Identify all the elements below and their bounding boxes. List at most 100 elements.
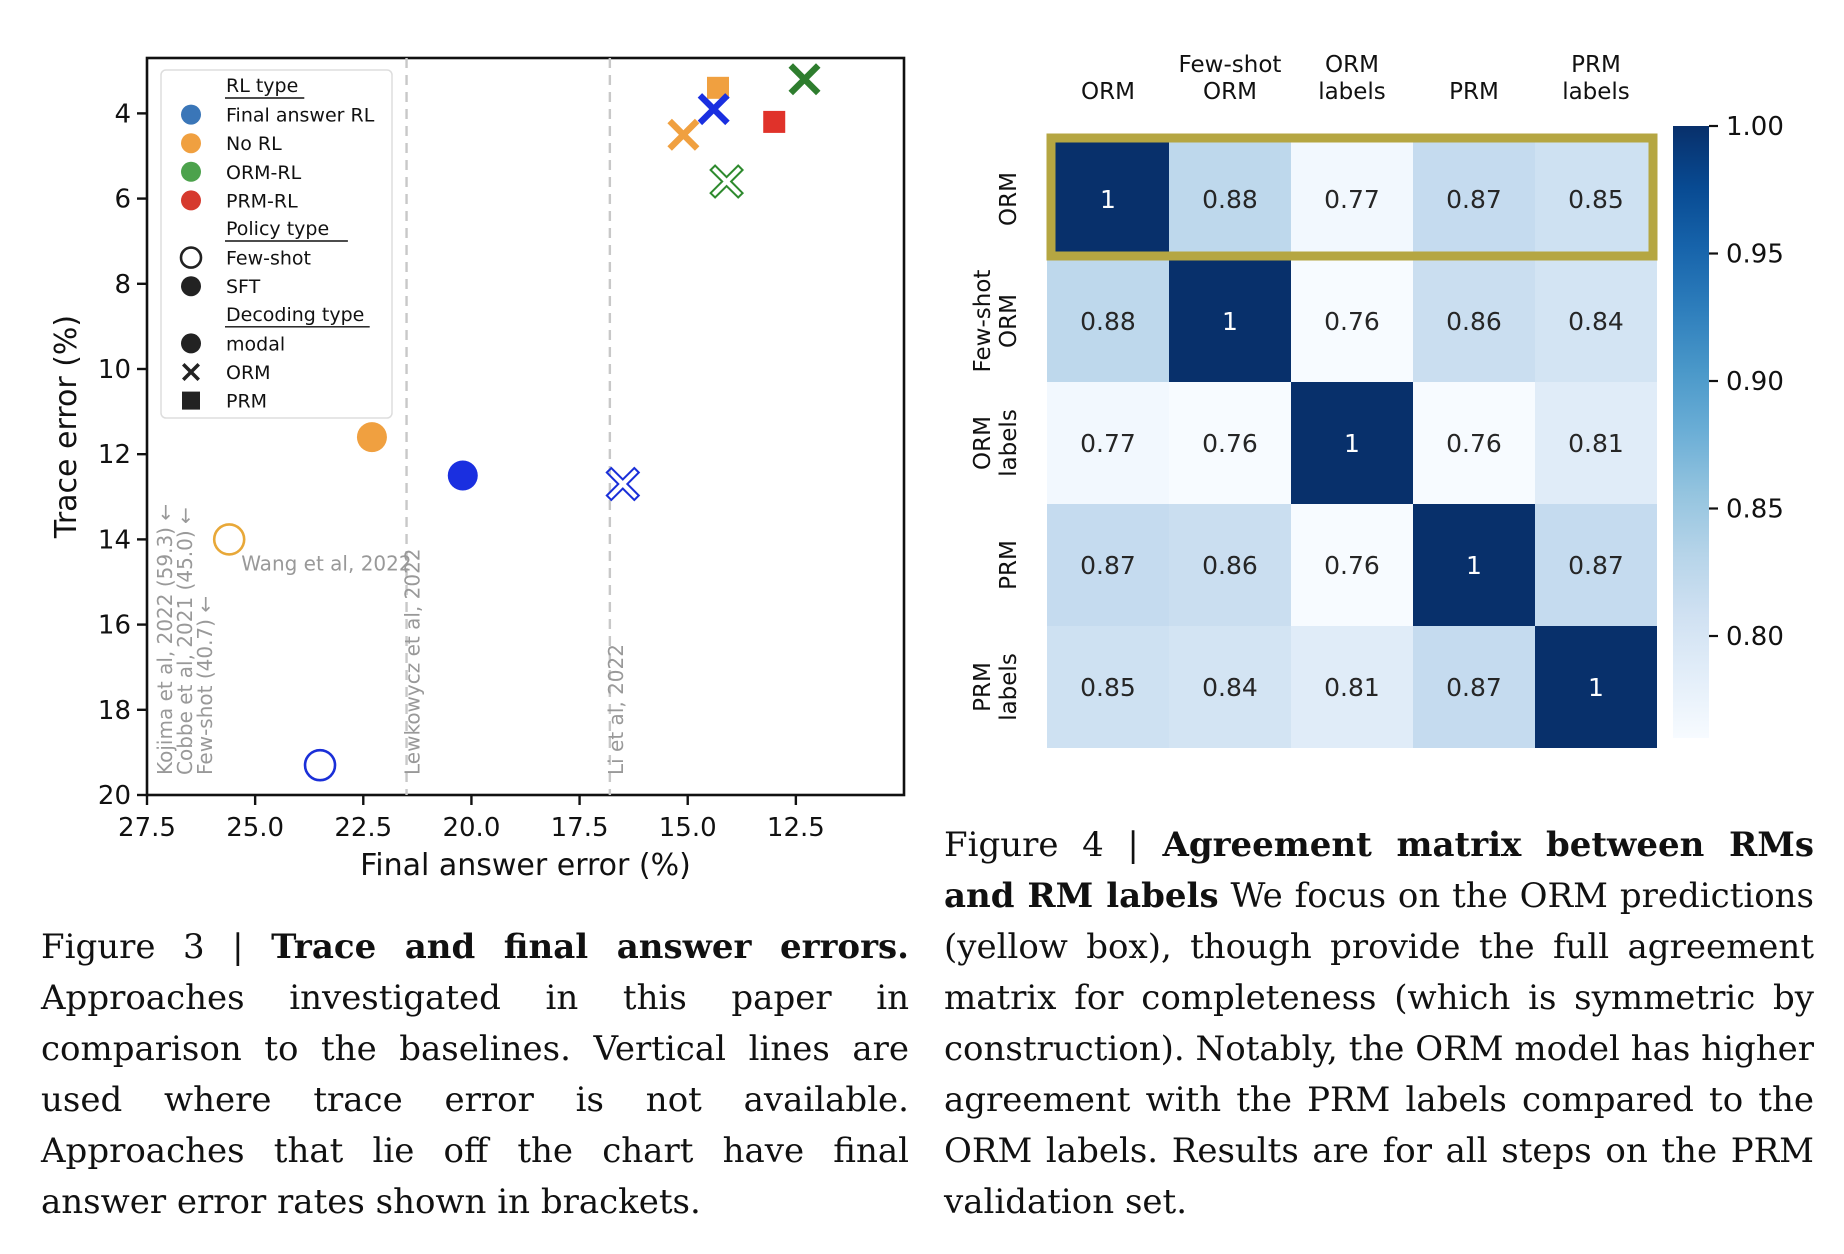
heatmap-cell-2-1 [1169,382,1291,504]
row-label-2-0: ORM [970,416,996,470]
colorbar-tick-label-3: 0.85 [1726,495,1784,525]
heatmap-cell-2-4 [1535,382,1657,504]
plot-frame [145,56,906,797]
figure-3-caption-title: Trace and final answer errors. [271,927,909,967]
y-tick-label-0: 4 [114,99,131,129]
legend-marker-0-2 [181,161,201,182]
y-tick-label-2: 8 [114,270,131,300]
data-point-7 [667,118,700,151]
y-tick-label-4: 12 [98,440,131,470]
heatmap-value-4-4: 1 [1588,673,1604,702]
figure-3-caption-prefix: Figure 3 | [41,927,272,967]
row-label-1-1: ORM [996,294,1022,348]
figure-3-scatter-chart: Lewkowycz et al, 2022 Li et al, 2022 Kojim… [49,56,906,883]
column-label-2-1: labels [1318,79,1386,105]
heatmap-cell-2-2 [1291,382,1413,504]
heatmap-cell-3-0 [1047,504,1169,626]
row-label-1-0: Few-shot [970,270,996,373]
heatmap-value-3-1: 0.86 [1202,551,1258,580]
heatmap-cell-0-4 [1535,138,1657,260]
point-label: Wang et al, 2022 [241,551,411,575]
column-label-3-0: PRM [1449,79,1499,105]
heatmap-cell-1-0 [1047,260,1169,382]
heatmap-value-3-4: 0.87 [1568,551,1624,580]
offchart-label-0: Kojima et al, 2022 (59.3) ← [153,504,177,775]
legend-marker-1-0 [179,246,203,269]
heatmap-cell-3-1 [1169,504,1291,626]
heatmap-cell-4-2 [1291,626,1413,748]
x-axis-label: Final answer error (%) [360,848,691,883]
x-tick-label-6: 12.5 [767,813,825,843]
row-label-0-0: ORM [996,172,1022,226]
data-point-6 [706,76,729,99]
heatmap-cell-1-2 [1291,260,1413,382]
x-tick-label-3: 20.0 [442,813,500,843]
y-axis-label: Trace error (%) [49,315,84,539]
heatmap-value-4-2: 0.81 [1324,673,1380,702]
row-label-2-1: labels [996,409,1022,477]
heatmap-value-2-3: 0.76 [1446,429,1502,458]
heatmap-cell-3-4 [1535,504,1657,626]
data-point-0 [356,422,387,453]
heatmap-value-2-2: 1 [1344,429,1360,458]
heatmap-cell-1-1 [1169,260,1291,382]
heatmap-value-4-0: 0.85 [1080,673,1136,702]
heatmap-cell-3-2 [1291,504,1413,626]
legend-marker-2-1 [182,363,200,381]
heatmap-cell-4-3 [1413,626,1535,748]
column-label-4-0: PRM [1571,52,1621,78]
row-label-4-0: PRM [970,662,996,712]
vline-label-1: Li et al, 2022 [604,644,628,775]
heatmap-value-3-3: 1 [1466,551,1482,580]
column-label-2-0: ORM [1325,52,1379,78]
heatmap-cell-0-1 [1169,138,1291,260]
column-label-1-0: Few-shot [1179,52,1282,78]
x-tick-label-2: 22.5 [334,813,392,843]
orm-highlight-box [1046,133,1658,261]
legend-marker-0-3 [181,190,201,211]
heatmap-value-2-4: 0.81 [1568,429,1624,458]
legend-item-label-0-3: PRM-RL [226,190,298,212]
heatmap-value-0-4: 0.85 [1568,185,1624,214]
legend-box [160,69,393,419]
legend-item-label-0-0: Final answer RL [226,105,375,127]
legend-section-title-1: Policy type [226,218,329,240]
colorbar-tick-label-0: 1.00 [1726,112,1784,142]
x-tick-label-0: 27.5 [118,813,176,843]
data-point-10 [763,110,786,133]
heatmap-value-1-1: 1 [1222,307,1238,336]
vline-label-0: Lewkowycz et al, 2022 [401,548,425,775]
colorbar [1673,126,1709,738]
legend-section-title-2: Decoding type [226,304,364,326]
x-tick-label-4: 17.5 [551,813,609,843]
y-tick-label-1: 6 [114,185,131,215]
legend-item-label-2-0: modal [226,333,285,355]
figure-4-caption-body: We focus on the ORM predictions (yellow … [944,876,1815,1222]
data-point-1 [212,523,246,556]
offchart-label-2: Few-shot (40.7) ← [193,596,217,775]
figure-3-caption: Figure 3 | Trace and final answer errors… [41,922,909,1228]
colorbar-tick-label-4: 0.80 [1726,622,1784,652]
heatmap-value-0-2: 0.77 [1324,185,1380,214]
figure-4-caption: Figure 4 | Agreement matrix between RMs … [944,820,1814,1228]
heatmap-cell-3-3 [1413,504,1535,626]
figure-4-agreement-heatmap: 1 0.88 0.77 0.87 0.85 0.88 1 0.76 0.86 0.84 0.77 0.… [970,52,1784,748]
heatmap-cell-1-4 [1535,260,1657,382]
heatmap-cell-0-0 [1047,138,1169,260]
legend: RL type Final answer RL No RL ORM-RL PRM-RL P… [160,69,393,419]
heatmap-value-2-0: 0.77 [1080,429,1136,458]
legend-item-label-2-1: ORM [226,362,271,384]
heatmap-value-2-1: 0.76 [1202,429,1258,458]
heatmap-cell-2-3 [1413,382,1535,504]
legend-item-label-1-1: SFT [226,276,261,298]
y-tick-label-7: 18 [98,696,131,726]
y-tick-label-8: 20 [98,781,131,811]
column-label-0-0: ORM [1081,79,1135,105]
legend-item-label-2-2: PRM [226,391,267,413]
colorbar-tick-label-1: 0.95 [1726,240,1784,270]
heatmap-value-0-3: 0.87 [1446,185,1502,214]
data-point-3 [303,748,337,782]
x-tick-label-1: 25.0 [226,813,284,843]
data-point-8 [697,93,730,126]
data-point-9 [788,63,821,96]
